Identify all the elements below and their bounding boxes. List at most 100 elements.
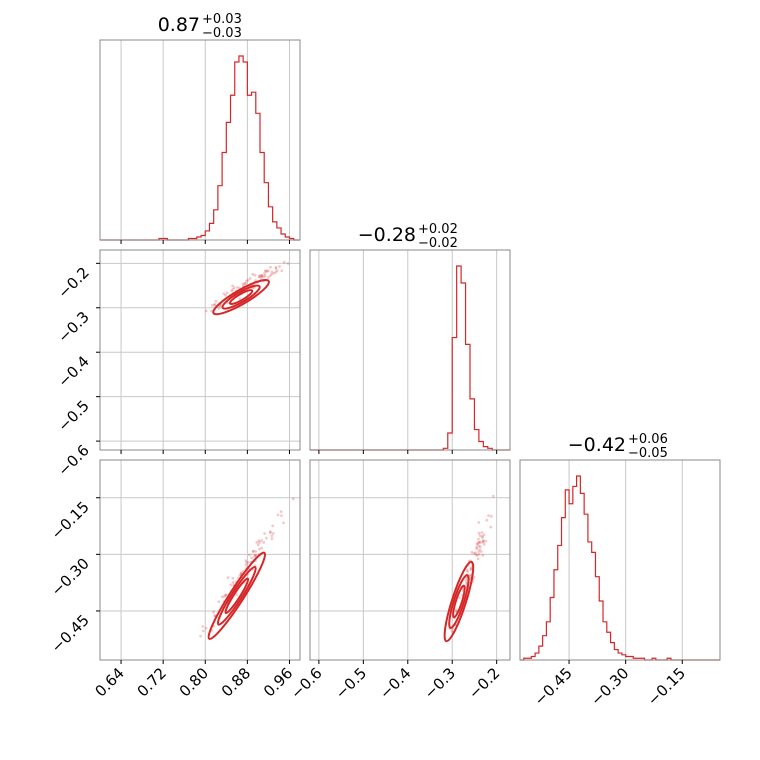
scatter-point-r1-c0-4 [224, 293, 228, 297]
scatter-point-r1-c0-33 [231, 288, 235, 291]
contour-layer [207, 278, 475, 643]
panel-r2-c1-grid [310, 460, 510, 660]
scatter-point-r1-c0-29 [274, 270, 278, 274]
scatter-point-r2-c0-88 [250, 556, 254, 560]
scatter-point-r1-c0-70 [251, 272, 255, 276]
title-param-1-median: −0.28 [358, 224, 416, 246]
scatter-point-r1-c0-39 [264, 269, 267, 272]
panel-r1-c0-grid [100, 250, 300, 450]
scatter-point-r2-c1-80 [466, 570, 470, 573]
scatter-point-r1-c0-85 [265, 270, 269, 273]
scatter-point-r2-c1-2 [468, 573, 472, 577]
scatter-point-r1-c0-26 [272, 271, 276, 275]
scatter-point-r1-c0-28 [210, 309, 213, 313]
scatter-point-r1-c0-32 [253, 273, 257, 277]
scatter-point-r2-c0-1 [271, 532, 275, 535]
scatter-point-r2-c1-30 [487, 514, 490, 517]
scatter-point-r2-c0-51 [258, 541, 261, 544]
scatter-point-r2-c1-72 [482, 543, 486, 546]
ytick-label-param-2-2: −0.15 [48, 498, 93, 543]
contour-r1-c0-0 [228, 289, 254, 306]
scatter-point-r2-c0-13 [256, 543, 260, 547]
scatter-point-r2-c1-23 [482, 533, 486, 537]
scatter-point-r1-c0-20 [263, 272, 266, 275]
xtick-label-param-0-3: 0.88 [218, 664, 254, 700]
scatter-point-r1-c0-5 [248, 277, 252, 280]
scatter-point-r2-c0-39 [270, 537, 274, 541]
scatter-point-r2-c1-44 [482, 539, 485, 542]
scatter-point-r2-c0-44 [271, 524, 275, 528]
xtick-label-param-1-1: −0.5 [332, 664, 370, 702]
histogram-param-0 [100, 55, 300, 241]
scatter-point-r2-c0-48 [212, 610, 216, 614]
grid-layer [100, 40, 683, 660]
frame-layer [99, 39, 721, 661]
scatter-point-r1-c0-63 [282, 260, 286, 264]
scatter-point-r1-c0-30 [243, 282, 247, 285]
xtick-label-param-0-0: 0.64 [92, 664, 128, 700]
ytick-label-param-1-0: −0.6 [54, 441, 92, 479]
scatter-point-r2-c1-39 [477, 521, 481, 524]
scatter-point-r2-c1-31 [454, 608, 458, 612]
scatter-point-r1-c0-77 [214, 299, 218, 303]
scatter-point-r2-c0-31 [224, 593, 227, 597]
scatter-point-r1-c0-75 [270, 272, 273, 276]
scatter-point-r2-c1-15 [480, 531, 484, 534]
scatter-point-r2-c0-72 [226, 576, 230, 580]
scatter-point-r1-c0-74 [217, 307, 221, 310]
scatter-point-r1-c0-17 [286, 262, 290, 265]
contour-r2-c1-1 [448, 574, 470, 629]
scatter-point-r2-c1-49 [464, 578, 468, 582]
panel-r0-c0-frame [99, 39, 301, 241]
scatter-point-r2-c0-87 [260, 546, 264, 550]
scatter-point-r1-c0-55 [225, 291, 229, 295]
scatter-point-r2-c1-21 [470, 550, 474, 554]
xtick-label-param-0-2: 0.80 [176, 664, 212, 700]
scatter-point-r1-c0-49 [259, 274, 262, 277]
scatter-point-r2-c0-26 [248, 553, 251, 557]
ytick-label-param-1-4: −0.2 [54, 263, 92, 301]
scatter-point-r1-c0-14 [232, 286, 236, 290]
scatter-point-r2-c1-12 [485, 518, 489, 522]
contour-r2-c0-1 [216, 565, 257, 626]
panel-r0-c0-grid [120, 40, 290, 240]
scatter-point-r2-c1-20 [478, 541, 482, 544]
scatter-point-r1-c0-44 [222, 292, 226, 296]
scatter-point-r2-c1-43 [477, 537, 480, 541]
scatter-point-r1-c0-12 [231, 284, 235, 288]
ytick-label-param-1-1: −0.5 [54, 397, 92, 435]
ytick-label-param-1-3: −0.3 [54, 308, 92, 346]
scatter-point-r2-c0-15 [255, 541, 259, 544]
scatter-point-r2-c0-37 [251, 549, 255, 553]
scatter-point-r2-c0-84 [270, 534, 274, 538]
scatter-point-r1-c0-16 [213, 302, 217, 306]
title-param-0-plus: +0.03 [202, 12, 242, 27]
scatter-point-r2-c0-63 [260, 539, 263, 542]
scatter-point-r2-c0-4 [244, 559, 248, 562]
scatter-point-r2-c1-0 [465, 568, 469, 572]
panel-r1-c1-frame [309, 249, 511, 451]
scatter-point-r2-c0-74 [224, 593, 228, 597]
xtick-label-param-1-3: −0.3 [421, 664, 459, 702]
scatter-point-r2-c0-34 [276, 513, 280, 517]
scatter-point-r1-c0-42 [263, 274, 267, 278]
scatter-point-r2-c0-36 [217, 600, 221, 604]
scatter-point-r2-c1-82 [484, 539, 488, 543]
scatter-point-r2-c0-76 [280, 514, 283, 517]
xtick-label-param-1-0: −0.6 [287, 664, 325, 702]
scatter-point-r1-c0-71 [213, 303, 216, 307]
scatter-point-r1-c0-45 [266, 276, 270, 279]
scatter-point-r2-c0-67 [229, 583, 233, 587]
scatter-point-r1-c0-62 [264, 270, 268, 273]
scatter-point-r2-c0-77 [220, 595, 224, 599]
scatter-point-r2-c0-68 [291, 497, 295, 501]
histogram-param-1 [310, 265, 510, 451]
title-param-1-plus: +0.02 [418, 222, 458, 237]
scatter-point-r2-c1-7 [477, 544, 481, 548]
xtick-label-param-1-4: −0.2 [465, 664, 503, 702]
scatter-point-r2-c1-53 [470, 566, 473, 570]
scatter-point-r2-c0-35 [247, 561, 250, 564]
scatter-point-r1-c0-61 [262, 275, 266, 279]
scatter-point-r1-c0-84 [280, 269, 284, 272]
